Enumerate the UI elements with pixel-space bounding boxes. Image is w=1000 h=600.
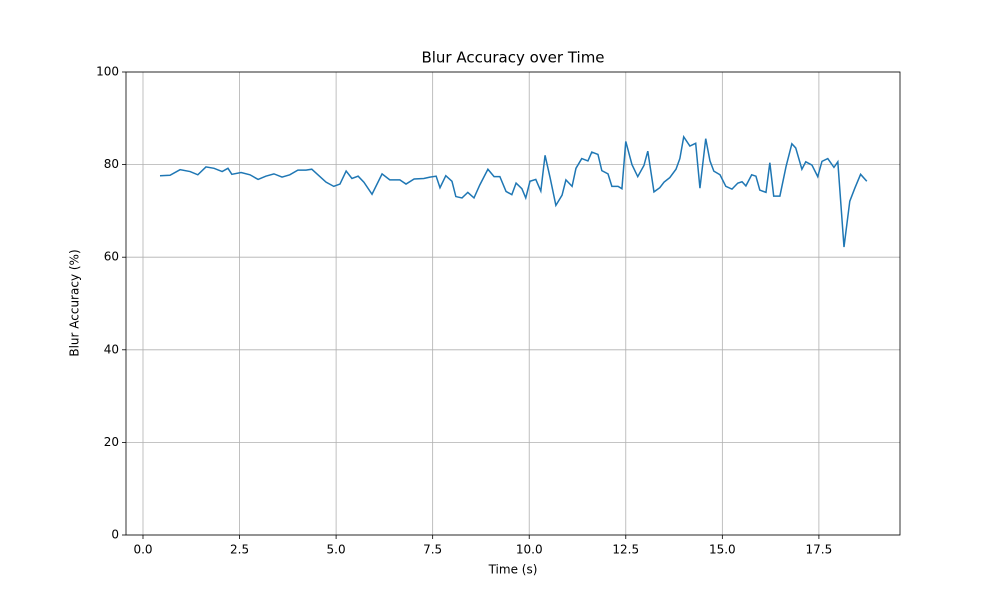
x-tick-label: 5.0 (327, 543, 346, 557)
x-tick-label: 7.5 (423, 543, 442, 557)
data-line (159, 134, 868, 248)
y-tick-label: 0 (111, 528, 119, 542)
x-tick-label: 10.0 (516, 543, 543, 557)
y-tick-label: 100 (96, 65, 119, 79)
y-tick-label: 60 (104, 250, 119, 264)
y-tick-label: 80 (104, 157, 119, 171)
y-axis-label: Blur Accuracy (%) (68, 249, 82, 356)
x-tick-label: 17.5 (806, 543, 833, 557)
x-tick-label: 12.5 (612, 543, 639, 557)
x-tick-label: 15.0 (709, 543, 736, 557)
y-tick-label: 40 (104, 342, 119, 356)
plot-frame (125, 71, 901, 536)
x-tick-label: 0.0 (133, 543, 152, 557)
y-tick-label: 20 (104, 435, 119, 449)
x-axis-label: Time (s) (488, 563, 538, 577)
chart-title: Blur Accuracy over Time (421, 49, 604, 67)
x-tick-label: 2.5 (230, 543, 249, 557)
